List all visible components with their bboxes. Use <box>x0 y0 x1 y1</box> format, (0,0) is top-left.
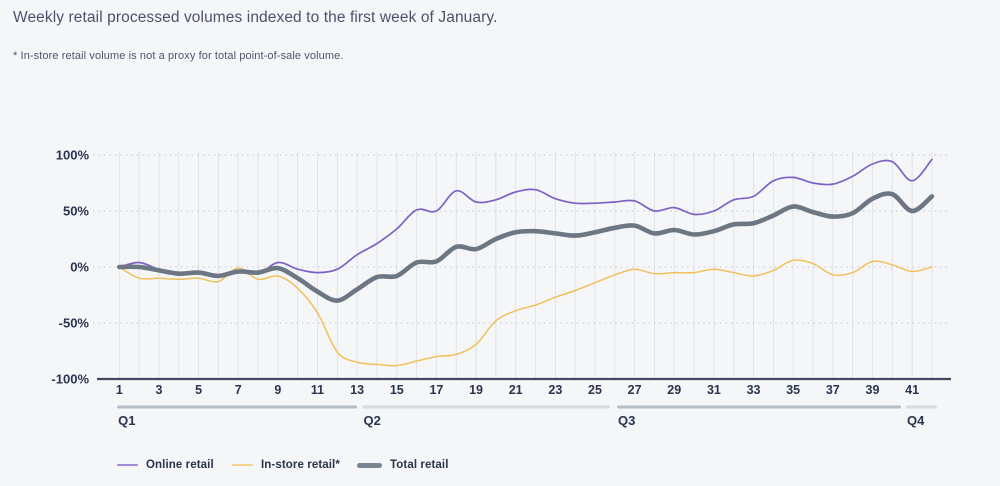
x-tick-label: 11 <box>311 383 324 397</box>
x-tick-label: 9 <box>274 383 281 397</box>
x-tick-label: 1 <box>116 383 123 397</box>
x-tick-label: 29 <box>667 383 681 397</box>
y-tick-label: -50% <box>59 316 90 331</box>
quarter-label-q4: Q4 <box>907 413 925 428</box>
x-tick-label: 7 <box>235 383 242 397</box>
series-line-online-retail <box>118 158 933 276</box>
chart-footnote: * In-store retail volume is not a proxy … <box>13 50 344 62</box>
x-tick-label: 31 <box>707 383 721 397</box>
y-tick-label: 100% <box>56 148 90 163</box>
quarter-bar-q2 <box>362 405 611 409</box>
y-tick-label: 0% <box>70 260 89 275</box>
quarter-bar-q3 <box>616 405 902 409</box>
x-tick-label: 21 <box>509 383 523 397</box>
y-tick-label: 50% <box>63 204 89 219</box>
x-tick-label: 33 <box>747 383 761 397</box>
x-axis-labels: 1 3 5 7 9 11 13 15 17 19 21 23 25 27 29 31 33 35 37 39 41 <box>116 383 919 397</box>
x-tick-label: 41 <box>905 383 919 397</box>
quarter-label-q3: Q3 <box>618 413 635 428</box>
x-tick-label: 25 <box>588 383 602 397</box>
y-axis-labels: 100% 50% 0% -50% -100% <box>51 148 89 387</box>
x-tick-label: 27 <box>628 383 642 397</box>
quarter-bar-q4 <box>905 405 937 409</box>
series-line-total-retail <box>117 191 935 303</box>
x-tick-label: 17 <box>429 383 443 397</box>
x-tick-label: 37 <box>826 383 840 397</box>
quarter-label-q2: Q2 <box>363 413 380 428</box>
x-tick-label: 39 <box>866 383 880 397</box>
y-tick-label: -100% <box>51 372 89 387</box>
x-tick-label: 5 <box>195 383 202 397</box>
chart-title: Weekly retail processed volumes indexed … <box>13 9 498 26</box>
quarter-bars: Q1 Q2 Q3 Q4 <box>117 405 937 428</box>
horizontal-gridlines <box>93 154 950 324</box>
quarter-bar-q1 <box>117 405 358 409</box>
x-tick-label: 19 <box>469 383 483 397</box>
x-tick-label: 3 <box>155 383 162 397</box>
quarter-label-q1: Q1 <box>118 413 135 428</box>
x-tick-label: 23 <box>548 383 562 397</box>
x-tick-label: 35 <box>786 383 800 397</box>
x-tick-label: 13 <box>350 383 364 397</box>
x-tick-label: 15 <box>390 383 404 397</box>
series-line-in-store-retail <box>118 259 933 367</box>
vertical-gridlines <box>118 151 933 379</box>
